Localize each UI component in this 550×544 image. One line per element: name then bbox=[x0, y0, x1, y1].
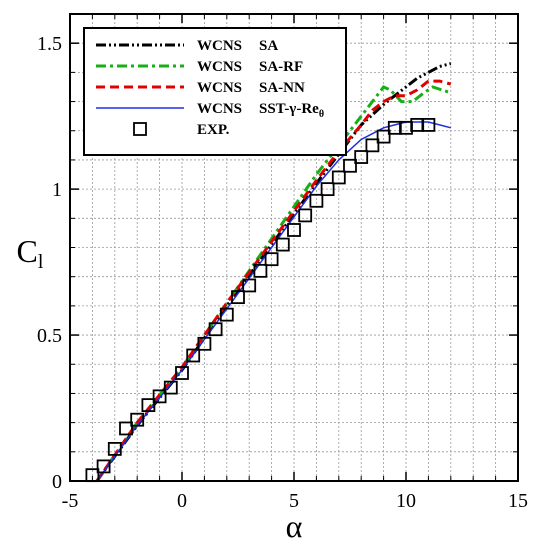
exp-marker bbox=[96, 459, 111, 474]
y-tick-label: 1 bbox=[52, 179, 62, 201]
exp-marker bbox=[365, 138, 380, 153]
exp-marker bbox=[130, 412, 145, 427]
exp-marker bbox=[331, 170, 346, 185]
exp-marker bbox=[354, 150, 369, 164]
exp-marker bbox=[107, 441, 122, 456]
series-sst-line bbox=[96, 121, 451, 482]
y-tick-label: 0 bbox=[52, 471, 62, 493]
exp-marker bbox=[320, 182, 335, 197]
exp-marker bbox=[141, 398, 156, 413]
x-tick-label: 5 bbox=[289, 490, 299, 512]
exp-marker bbox=[208, 322, 223, 337]
exp-marker bbox=[287, 223, 301, 237]
y-axis-title-main: C bbox=[17, 233, 38, 269]
exp-marker bbox=[152, 389, 167, 404]
exp-marker bbox=[253, 263, 268, 278]
y-tick-label: 0.5 bbox=[37, 325, 62, 347]
legend-sst-method: WCNS bbox=[197, 101, 242, 117]
x-tick-label: 0 bbox=[177, 490, 187, 512]
exp-marker bbox=[309, 193, 324, 208]
legend-box bbox=[83, 27, 347, 156]
legend-exp-label: EXP. bbox=[197, 122, 230, 138]
exp-marker bbox=[163, 380, 178, 395]
exp-marker bbox=[119, 421, 133, 436]
legend-exp-swatch bbox=[133, 122, 147, 136]
y-axis-title: Cl bbox=[17, 233, 44, 273]
exp-marker bbox=[242, 278, 257, 293]
legend-sa-label: SA bbox=[259, 38, 278, 54]
series-sa-rf-line bbox=[95, 85, 452, 482]
exp-marker bbox=[219, 307, 234, 322]
exp-marker bbox=[421, 118, 436, 132]
legend-sst-label: SST-γ-Reθ bbox=[259, 101, 324, 120]
exp-marker bbox=[197, 336, 212, 351]
experimental-markers bbox=[85, 118, 436, 483]
y-axis-title-subscript: l bbox=[38, 251, 44, 273]
exp-marker bbox=[231, 290, 245, 305]
exp-marker bbox=[298, 208, 313, 223]
legend-sa-nn-method: WCNS bbox=[197, 80, 242, 96]
series-sa-nn-line bbox=[95, 79, 452, 482]
x-tick-label: -5 bbox=[62, 490, 79, 512]
x-tick-label: 10 bbox=[396, 490, 416, 512]
exp-marker bbox=[410, 118, 425, 132]
legend-sa-rf-method: WCNS bbox=[197, 59, 242, 75]
x-axis-title: α bbox=[286, 508, 303, 544]
exp-marker bbox=[376, 129, 391, 144]
exp-marker bbox=[264, 252, 279, 267]
legend-sa-method: WCNS bbox=[197, 38, 242, 54]
legend: WCNS SA WCNS SA-RF WCNS SA-NN WCNS SST-γ-Reθ EXP… bbox=[83, 27, 347, 156]
x-tick-label: 15 bbox=[508, 490, 528, 512]
legend-sa-nn-label: SA-NN bbox=[259, 80, 305, 96]
exp-marker bbox=[186, 348, 201, 363]
legend-sa-rf-label: SA-RF bbox=[259, 59, 303, 75]
exp-marker bbox=[175, 366, 189, 380]
exp-marker bbox=[343, 158, 357, 173]
exp-marker bbox=[275, 237, 290, 252]
y-tick-label: 1.5 bbox=[37, 33, 62, 55]
